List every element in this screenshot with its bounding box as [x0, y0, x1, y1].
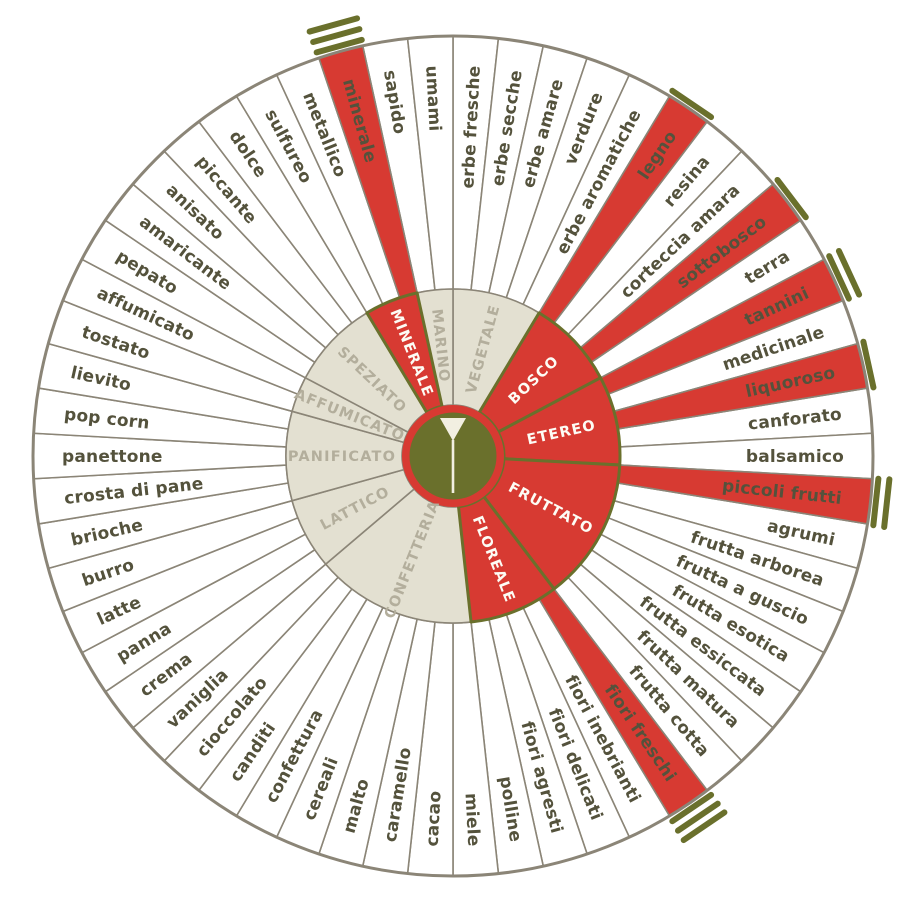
wheel-rim-group [31, 34, 875, 878]
category-label-panificato: PANIFICATO [288, 449, 396, 465]
tick-mark [881, 476, 893, 531]
tick-mark [674, 800, 721, 834]
segment-label-panettone: panettone [62, 447, 163, 467]
intensity-ticks-sottobosco [774, 176, 809, 221]
intensity-ticks [306, 15, 893, 844]
wine-glass-icon [440, 418, 466, 493]
tick-mark [680, 809, 728, 844]
tick-mark [310, 26, 363, 45]
wine-glass-bowl [440, 418, 466, 441]
center-group [402, 405, 504, 507]
tick-mark [870, 475, 882, 529]
tick-mark [860, 338, 877, 391]
tick-mark [313, 36, 365, 56]
intensity-ticks-minerale [306, 15, 365, 56]
wine-glass-stem [451, 440, 455, 493]
tick-mark [669, 87, 715, 121]
tick-mark [306, 15, 361, 35]
wheel-rim [31, 34, 875, 878]
tick-mark [826, 253, 852, 302]
tick-mark [835, 247, 863, 298]
segment-label-balsamico: balsamico [746, 447, 844, 467]
tick-mark [669, 791, 715, 825]
intensity-ticks-legno [669, 87, 715, 121]
intensity-ticks-tannini [826, 247, 863, 302]
intensity-ticks-piccoli-frutti [870, 475, 893, 531]
descriptor-segments [32, 35, 874, 877]
tick-mark [774, 176, 809, 221]
intensity-ticks-fiori-freschi [669, 791, 728, 844]
category-label-marino: MARINO [428, 308, 452, 383]
segment-label-miele: miele [461, 793, 484, 847]
segment-label-umami: umami [421, 65, 445, 132]
intensity-ticks-liquoroso [860, 338, 877, 391]
segment-label-cacao: cacao [423, 790, 446, 847]
